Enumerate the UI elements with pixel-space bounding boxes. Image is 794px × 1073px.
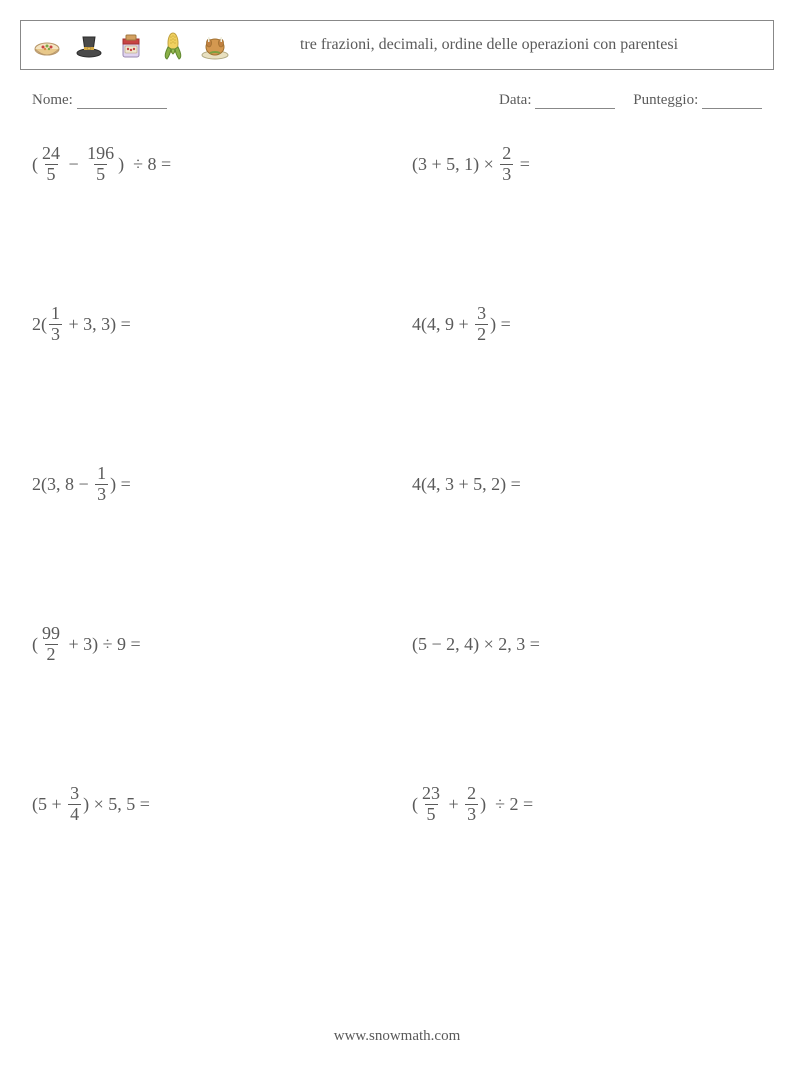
problem-2: (3 + 5, 1) × 23 = xyxy=(412,139,762,189)
problem-4: 4(4, 9 + 32) = xyxy=(412,299,762,349)
problem-expression: (5 + 34) × 5, 5 = xyxy=(32,784,150,825)
expr-text: 2(3, 8 − xyxy=(32,474,93,495)
expr-text: (5 + xyxy=(32,794,66,815)
expr-text: + xyxy=(444,794,463,815)
header-icons xyxy=(29,27,233,63)
fraction-numerator: 23 xyxy=(420,784,442,804)
fraction-numerator: 196 xyxy=(85,144,116,164)
fraction: 245 xyxy=(40,144,62,185)
expr-text: ( xyxy=(32,154,38,175)
fraction-denominator: 5 xyxy=(94,164,107,185)
expr-text: + 3, 3) = xyxy=(64,314,131,335)
fraction-denominator: 2 xyxy=(45,644,58,665)
problem-10: (235 + 23) ÷ 2 = xyxy=(412,779,762,829)
bowl-icon xyxy=(29,27,65,63)
problem-8: (5 − 2, 4) × 2, 3 = xyxy=(412,619,762,669)
problem-expression: (5 − 2, 4) × 2, 3 = xyxy=(412,634,540,655)
score-label: Punteggio: xyxy=(633,92,698,108)
fraction-numerator: 3 xyxy=(68,784,81,804)
expr-text: (3 + 5, 1) × xyxy=(412,154,498,175)
footer-text: www.snowmath.com xyxy=(334,1028,461,1044)
fraction-denominator: 5 xyxy=(45,164,58,185)
expr-text: 4(4, 3 + 5, 2) = xyxy=(412,474,521,495)
score-field: Punteggio: xyxy=(633,92,762,109)
hat-icon xyxy=(71,27,107,63)
fraction-numerator: 2 xyxy=(465,784,478,804)
problem-1: (245 − 1965) ÷ 8 = xyxy=(32,139,382,189)
expr-text: ) = xyxy=(110,474,131,495)
fraction-denominator: 3 xyxy=(95,484,108,505)
fraction-numerator: 1 xyxy=(49,304,62,324)
problems-grid: (245 − 1965) ÷ 8 =(3 + 5, 1) × 23 =2(13 … xyxy=(32,139,762,829)
worksheet-header: tre frazioni, decimali, ordine delle ope… xyxy=(20,20,774,70)
jam-icon xyxy=(113,27,149,63)
fraction: 992 xyxy=(40,624,62,665)
corn-icon xyxy=(155,27,191,63)
fraction: 34 xyxy=(68,784,81,825)
expr-text: 2( xyxy=(32,314,47,335)
turkey-icon xyxy=(197,27,233,63)
fraction-denominator: 2 xyxy=(475,324,488,345)
problem-6: 4(4, 3 + 5, 2) = xyxy=(412,459,762,509)
date-blank xyxy=(535,94,615,109)
problem-expression: (992 + 3) ÷ 9 = xyxy=(32,624,141,665)
fraction: 23 xyxy=(500,144,513,185)
name-field: Nome: xyxy=(32,92,167,109)
fraction: 13 xyxy=(95,464,108,505)
fraction: 23 xyxy=(465,784,478,825)
date-field: Data: xyxy=(499,92,615,109)
expr-text: ) ÷ 2 = xyxy=(480,794,533,815)
fraction-denominator: 3 xyxy=(49,324,62,345)
fraction-denominator: 4 xyxy=(68,804,81,825)
fraction: 13 xyxy=(49,304,62,345)
expr-text: + 3) ÷ 9 = xyxy=(64,634,141,655)
problem-expression: 2(13 + 3, 3) = xyxy=(32,304,131,345)
problem-expression: 2(3, 8 − 13) = xyxy=(32,464,131,505)
problem-expression: 4(4, 9 + 32) = xyxy=(412,304,511,345)
expr-text: ( xyxy=(412,794,418,815)
expr-text: ) = xyxy=(490,314,511,335)
fraction: 1965 xyxy=(85,144,116,185)
date-label: Data: xyxy=(499,92,531,108)
footer: www.snowmath.com xyxy=(0,1028,794,1045)
problem-7: (992 + 3) ÷ 9 = xyxy=(32,619,382,669)
fraction: 235 xyxy=(420,784,442,825)
expr-text: − xyxy=(64,154,83,175)
problem-3: 2(13 + 3, 3) = xyxy=(32,299,382,349)
name-blank xyxy=(77,94,167,109)
fraction: 32 xyxy=(475,304,488,345)
fraction-numerator: 24 xyxy=(40,144,62,164)
fraction-denominator: 5 xyxy=(425,804,438,825)
name-label: Nome: xyxy=(32,92,73,108)
expr-text: ) ÷ 8 = xyxy=(118,154,171,175)
problem-expression: (245 − 1965) ÷ 8 = xyxy=(32,144,171,185)
problem-expression: (235 + 23) ÷ 2 = xyxy=(412,784,533,825)
fraction-denominator: 3 xyxy=(500,164,513,185)
fraction-numerator: 99 xyxy=(40,624,62,644)
fraction-numerator: 2 xyxy=(500,144,513,164)
score-blank xyxy=(702,94,762,109)
problem-5: 2(3, 8 − 13) = xyxy=(32,459,382,509)
fraction-numerator: 1 xyxy=(95,464,108,484)
expr-text: (5 − 2, 4) × 2, 3 = xyxy=(412,634,540,655)
problem-expression: 4(4, 3 + 5, 2) = xyxy=(412,474,521,495)
problem-9: (5 + 34) × 5, 5 = xyxy=(32,779,382,829)
worksheet-title: tre frazioni, decimali, ordine delle ope… xyxy=(233,35,765,56)
info-row: Nome: Data: Punteggio: xyxy=(32,92,762,109)
expr-text: 4(4, 9 + xyxy=(412,314,473,335)
expr-text: ) × 5, 5 = xyxy=(83,794,150,815)
problem-expression: (3 + 5, 1) × 23 = xyxy=(412,144,530,185)
expr-text: = xyxy=(515,154,530,175)
expr-text: ( xyxy=(32,634,38,655)
fraction-numerator: 3 xyxy=(475,304,488,324)
fraction-denominator: 3 xyxy=(465,804,478,825)
